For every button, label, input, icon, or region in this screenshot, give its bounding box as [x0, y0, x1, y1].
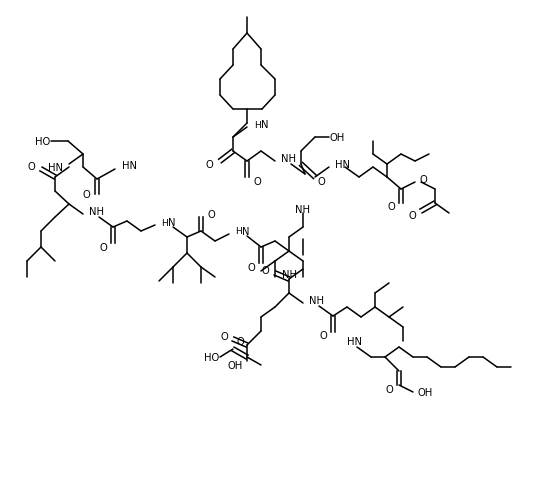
Text: O: O — [387, 201, 395, 211]
Text: OH: OH — [330, 133, 345, 143]
Text: H: H — [235, 227, 242, 236]
Text: NH: NH — [309, 296, 324, 306]
Text: N: N — [261, 120, 269, 130]
Text: HO: HO — [35, 137, 50, 147]
Text: O: O — [99, 242, 107, 253]
Text: O: O — [236, 336, 244, 346]
Text: HN: HN — [347, 336, 362, 346]
Text: HN: HN — [48, 163, 63, 173]
Text: O: O — [261, 266, 269, 276]
Text: H: H — [254, 120, 261, 129]
Text: NH: NH — [281, 154, 296, 164]
Text: O: O — [207, 209, 215, 219]
Text: N: N — [242, 226, 249, 236]
Text: O: O — [254, 177, 262, 187]
Text: HO: HO — [203, 352, 219, 362]
Text: NH: NH — [89, 206, 104, 216]
Text: O: O — [419, 175, 427, 185]
Text: NH: NH — [282, 270, 297, 280]
Text: O: O — [318, 177, 326, 187]
Text: OH: OH — [418, 387, 433, 397]
Text: NH: NH — [295, 204, 311, 214]
Text: H: H — [161, 218, 168, 227]
Text: HN: HN — [335, 160, 350, 170]
Text: N: N — [168, 217, 176, 227]
Text: O: O — [220, 331, 228, 341]
Text: O: O — [205, 160, 213, 170]
Text: O: O — [82, 189, 90, 199]
Text: O: O — [408, 210, 416, 220]
Text: O: O — [385, 384, 393, 394]
Text: HN: HN — [122, 161, 137, 171]
Text: O: O — [319, 330, 327, 340]
Text: O: O — [27, 162, 35, 172]
Text: O: O — [247, 263, 255, 273]
Text: OH: OH — [228, 360, 243, 370]
